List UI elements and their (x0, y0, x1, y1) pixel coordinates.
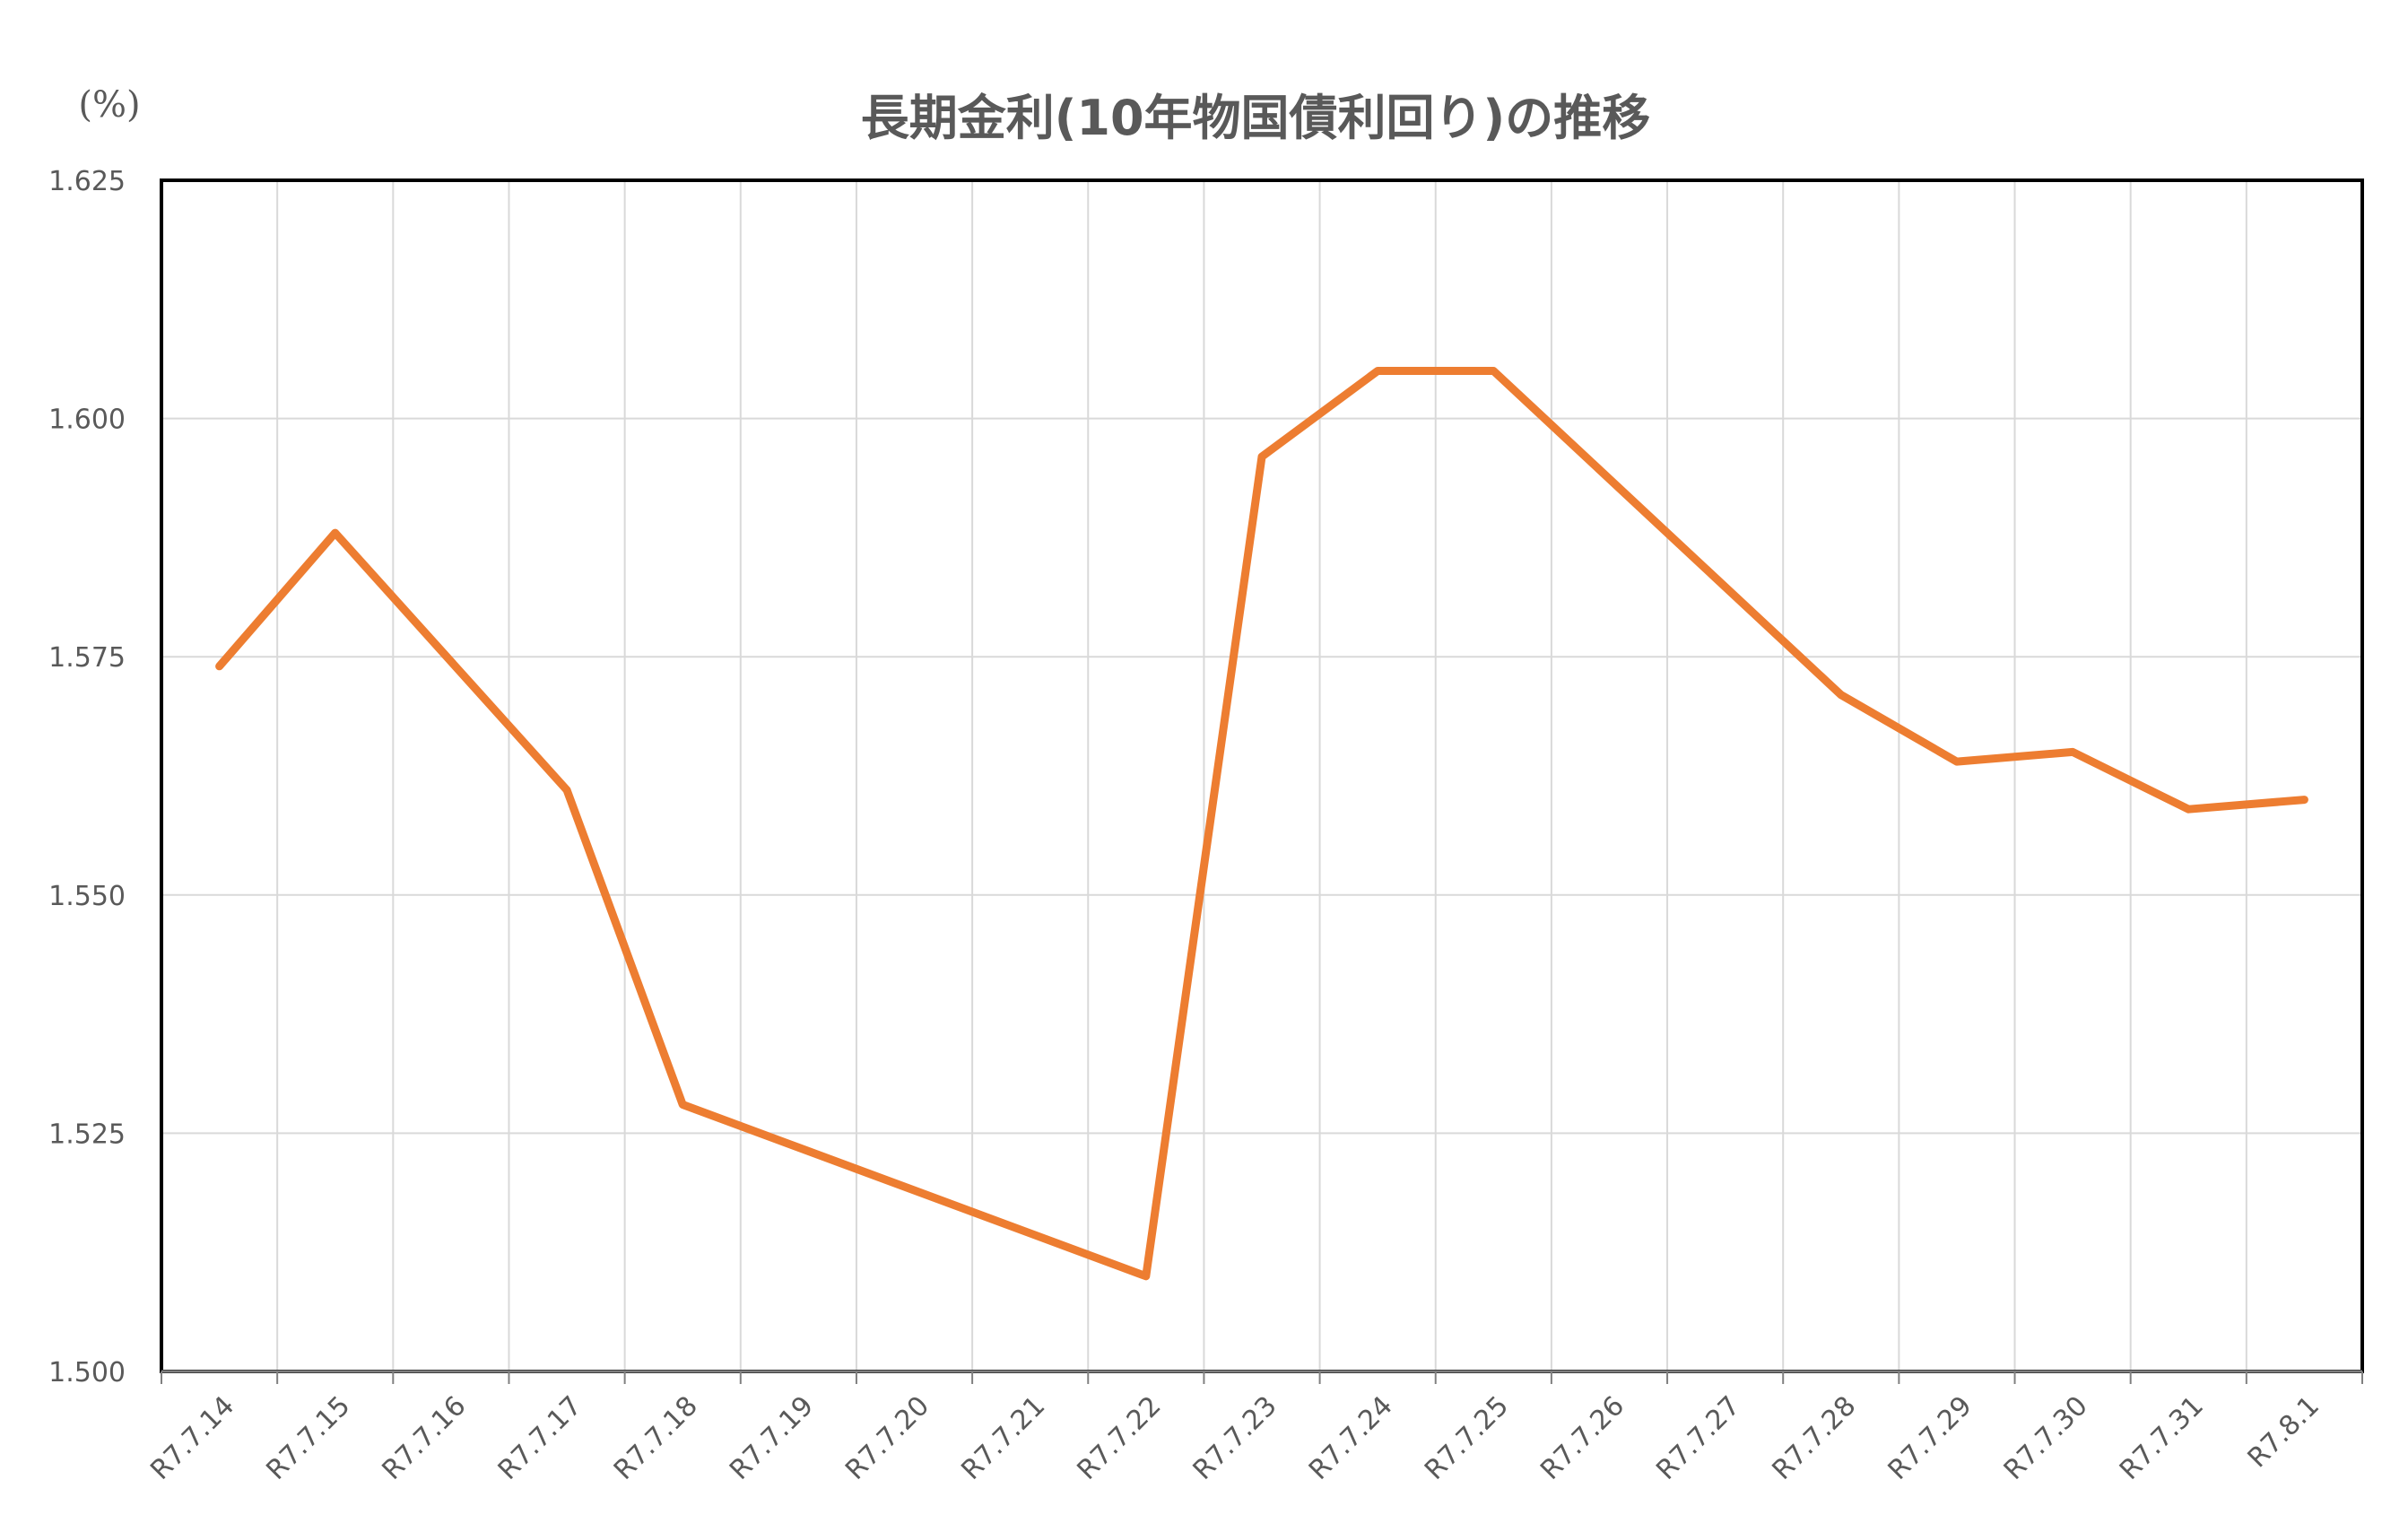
y-tick-labels: 1.500 1.525 1.550 1.575 1.600 1.625 (48, 166, 126, 1388)
y-tick-label: 1.550 (48, 881, 126, 912)
x-tick-label: R7.7.20 (839, 1390, 935, 1486)
y-axis-unit-label: (%) (78, 84, 140, 126)
x-tick-label: R7.7.14 (144, 1390, 240, 1486)
axes (160, 178, 2364, 1384)
x-tick-label: R7.7.21 (955, 1390, 1051, 1486)
x-tick-label: R7.7.16 (377, 1390, 473, 1486)
y-tick-label: 1.500 (48, 1357, 126, 1388)
x-tick-labels: R7.7.14 R7.7.15 R7.7.16 R7.7.17 R7.7.18 R7.7.… (144, 1390, 2325, 1486)
x-tick-label: R7.7.26 (1534, 1390, 1630, 1486)
x-tick-label: R7.7.29 (1882, 1390, 1978, 1486)
gridlines (161, 180, 2362, 1371)
series-line (215, 367, 2308, 1281)
x-tick-label: R7.7.24 (1303, 1390, 1399, 1486)
x-tick-label: R7.7.27 (1650, 1390, 1746, 1486)
x-tick-label: R7.7.25 (1419, 1390, 1515, 1486)
series-layer (215, 367, 2308, 1281)
x-tick-label: R7.8.1 (2242, 1390, 2325, 1474)
x-tick-label: R7.7.15 (260, 1390, 356, 1486)
y-tick-label: 1.525 (48, 1119, 126, 1150)
plot-area-border (160, 178, 2364, 1373)
x-tick-label: R7.7.18 (608, 1390, 704, 1486)
x-tick-label: R7.7.23 (1187, 1390, 1283, 1486)
x-tick-label: R7.7.19 (724, 1390, 820, 1486)
x-tick-label: R7.7.30 (1998, 1390, 2094, 1486)
x-tick-label: R7.7.17 (492, 1390, 588, 1486)
x-tick-label: R7.7.31 (2114, 1390, 2210, 1486)
x-tick-label: R7.7.22 (1072, 1390, 1168, 1486)
y-tick-label: 1.625 (48, 166, 126, 197)
x-tick-label: R7.7.28 (1766, 1390, 1862, 1486)
y-tick-label: 1.575 (48, 642, 126, 674)
chart-title: 長期金利(10年物国債利回り)の推移 (861, 90, 1651, 146)
y-tick-label: 1.600 (48, 405, 126, 436)
